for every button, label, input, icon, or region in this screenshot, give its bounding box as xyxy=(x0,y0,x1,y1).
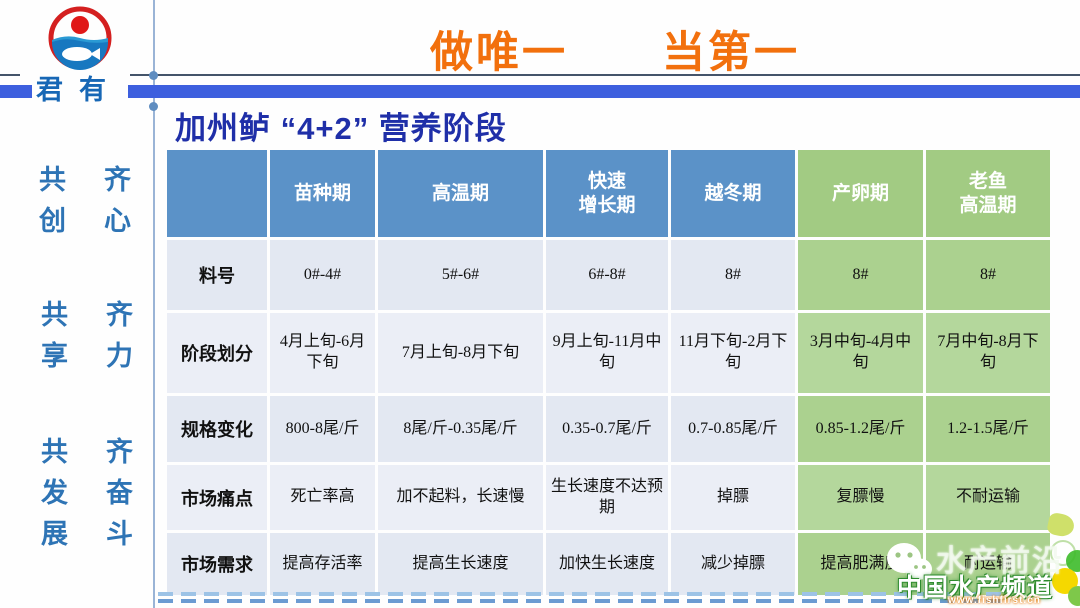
table-row-label: 阶段划分 xyxy=(167,313,267,393)
dash-row-dark xyxy=(158,599,1010,603)
table-cell: 不耐运输 xyxy=(926,465,1050,530)
table-header-corner xyxy=(167,150,267,237)
table-header-col-1: 苗种期 xyxy=(270,150,375,237)
bottom-dashed-divider xyxy=(158,592,1010,605)
connector-dot-top xyxy=(149,71,158,80)
table-cell: 5#-6# xyxy=(378,240,543,310)
table-cell: 6#-8# xyxy=(546,240,668,310)
connector-dot-bottom xyxy=(149,102,158,111)
sidebar-slogan-1: 共创 齐心 xyxy=(31,165,135,247)
company-logo-icon xyxy=(48,6,112,70)
table-cell: 0#-4# xyxy=(270,240,375,310)
fish-logo-mark-icon xyxy=(1040,506,1080,608)
sidebar-slogan-1-left: 共创 xyxy=(35,165,65,247)
thin-rule-left xyxy=(0,74,20,76)
slogan-right: 当第一 xyxy=(662,29,800,77)
table-row-label: 市场需求 xyxy=(167,533,267,595)
table-cell: 8# xyxy=(926,240,1050,310)
table-cell: 复膘慢 xyxy=(798,465,923,530)
table-cell: 7月中旬-8月下旬 xyxy=(926,313,1050,393)
thin-rule xyxy=(130,74,1080,76)
page-title: 加州鲈 “4+2” 营养阶段 xyxy=(175,111,507,146)
table-cell: 11月下旬-2月下旬 xyxy=(671,313,795,393)
vertical-guide-line xyxy=(153,0,155,608)
table-cell: 生长速度不达预期 xyxy=(546,465,668,530)
table-cell: 耐运输 xyxy=(926,533,1050,595)
dash-row-light xyxy=(158,592,1010,596)
sidebar-slogan-2-right: 齐力 xyxy=(102,300,132,382)
table-cell: 7月上旬-8月下旬 xyxy=(378,313,543,393)
table-cell: 0.35-0.7尾/斤 xyxy=(546,396,668,462)
table-cell: 0.7-0.85尾/斤 xyxy=(671,396,795,462)
slogan: 做唯一 当第一 xyxy=(430,18,800,80)
table-header-col-5: 产卵期 xyxy=(798,150,923,237)
table-header-col-2: 高温期 xyxy=(378,150,543,237)
table-cell: 0.85-1.2尾/斤 xyxy=(798,396,923,462)
sidebar-slogan-3-right: 齐奋斗 xyxy=(102,437,132,560)
blue-bar-left xyxy=(0,85,32,98)
table-row-label: 市场痛点 xyxy=(167,465,267,530)
sidebar-slogan-2: 共享 齐力 xyxy=(33,300,137,382)
sidebar-slogan-2-left: 共享 xyxy=(37,300,67,382)
nutrition-stage-table: 苗种期 高温期 快速 增长期 越冬期 产卵期 老鱼 高温期料号 0#-4# 5#-6# 6#-8… xyxy=(167,150,1050,595)
table-header-col-4: 越冬期 xyxy=(671,150,795,237)
watermark-channel: 中国水产频道 xyxy=(897,574,1054,602)
table-cell: 800-8尾/斤 xyxy=(270,396,375,462)
blue-bar xyxy=(128,85,1080,98)
table-cell: 减少掉膘 xyxy=(671,533,795,595)
wechat-icon xyxy=(887,543,932,582)
table-cell: 掉膘 xyxy=(671,465,795,530)
table-header-col-6: 老鱼 高温期 xyxy=(926,150,1050,237)
table-row-label: 料号 xyxy=(167,240,267,310)
table-cell: 提高存活率 xyxy=(270,533,375,595)
table-cell: 8# xyxy=(671,240,795,310)
sidebar-slogan-3-left: 共发展 xyxy=(37,437,67,560)
table-cell: 8# xyxy=(798,240,923,310)
table-cell: 3月中旬-4月中旬 xyxy=(798,313,923,393)
table-header-col-3: 快速 增长期 xyxy=(546,150,668,237)
table-cell: 加快生长速度 xyxy=(546,533,668,595)
table-row-label: 规格变化 xyxy=(167,396,267,462)
table-cell: 加不起料，长速慢 xyxy=(378,465,543,530)
watermark-url: www.fishfirst.cn xyxy=(948,595,1041,606)
sidebar-slogan-1-right: 齐心 xyxy=(100,165,130,247)
table-cell: 4月上旬-6月下旬 xyxy=(270,313,375,393)
table-cell: 死亡率高 xyxy=(270,465,375,530)
watermark-brand: 水产前沿 xyxy=(936,545,1064,578)
table-cell: 8尾/斤-0.35尾/斤 xyxy=(378,396,543,462)
logo-text: 君有 xyxy=(36,75,122,105)
table-cell: 1.2-1.5尾/斤 xyxy=(926,396,1050,462)
table-cell: 提高生长速度 xyxy=(378,533,543,595)
sidebar-slogan-3: 共发展 齐奋斗 xyxy=(33,437,137,560)
table-cell: 9月上旬-11月中旬 xyxy=(546,313,668,393)
slogan-left: 做唯一 xyxy=(430,29,568,77)
